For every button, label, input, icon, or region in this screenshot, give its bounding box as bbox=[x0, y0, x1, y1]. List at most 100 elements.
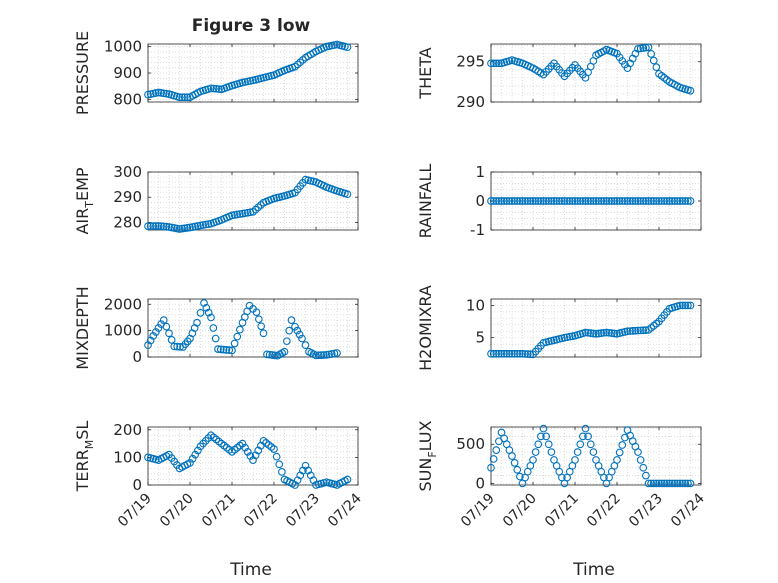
data-point bbox=[257, 201, 265, 209]
data-point bbox=[670, 197, 679, 205]
data-point bbox=[487, 463, 495, 472]
data-point bbox=[665, 479, 674, 488]
y-tick-label: 800 bbox=[113, 90, 142, 108]
data-point bbox=[686, 86, 695, 95]
data-point bbox=[663, 479, 671, 488]
data-point bbox=[228, 346, 236, 355]
y-axis-label-subscript: M bbox=[83, 440, 96, 450]
data-point bbox=[333, 349, 341, 357]
data-point bbox=[157, 89, 165, 97]
data-point bbox=[154, 88, 163, 97]
y-axis-label-part: SUN bbox=[416, 458, 435, 492]
y-tick-label: 0 bbox=[475, 192, 485, 210]
data-point bbox=[636, 44, 645, 53]
y-tick-label: 5 bbox=[475, 329, 485, 347]
grid bbox=[147, 171, 359, 230]
data-point bbox=[686, 301, 695, 310]
data-point bbox=[628, 197, 637, 205]
data-point bbox=[529, 456, 537, 464]
data-point bbox=[626, 327, 634, 335]
data-point bbox=[652, 63, 661, 72]
data-point bbox=[330, 349, 339, 358]
data-point bbox=[623, 327, 632, 336]
subplot-air_temp: 280 290 300 AIRTEMP bbox=[73, 163, 359, 235]
data-point bbox=[162, 222, 171, 231]
data-point bbox=[228, 211, 236, 220]
data-point bbox=[207, 84, 215, 93]
data-point bbox=[610, 329, 619, 338]
data-point bbox=[670, 479, 679, 488]
data-point bbox=[634, 326, 642, 335]
data-point bbox=[584, 328, 592, 337]
data-point bbox=[663, 197, 671, 205]
data-point bbox=[149, 332, 158, 340]
data-point bbox=[644, 197, 653, 205]
data-point bbox=[579, 197, 587, 205]
data-series bbox=[144, 299, 341, 360]
data-point bbox=[513, 465, 522, 474]
data-point bbox=[576, 440, 585, 449]
subplot-h2omixra: 5 10 H2OMIXRA bbox=[416, 285, 702, 371]
data-point bbox=[293, 326, 302, 335]
data-point bbox=[159, 222, 168, 231]
data-point bbox=[547, 197, 556, 205]
data-point bbox=[252, 308, 261, 317]
data-series bbox=[487, 197, 695, 205]
data-point bbox=[183, 224, 192, 232]
data-point bbox=[191, 450, 200, 459]
data-point bbox=[295, 330, 304, 339]
data-point bbox=[636, 456, 645, 464]
y-tick-label: 280 bbox=[113, 213, 142, 231]
data-point bbox=[159, 316, 168, 324]
data-point bbox=[492, 446, 501, 454]
axes-box bbox=[490, 426, 702, 486]
y-tick-label: 290 bbox=[113, 188, 142, 206]
y-tick-label: 1000 bbox=[104, 322, 142, 340]
data-point bbox=[236, 210, 244, 218]
y-tick-label: 0 bbox=[475, 474, 485, 492]
data-point bbox=[343, 190, 352, 199]
data-point bbox=[589, 329, 598, 338]
data-point bbox=[497, 349, 506, 358]
data-point bbox=[215, 85, 223, 93]
subplot-rainfall: -1 0 1 RAINFALL bbox=[416, 163, 702, 239]
data-point bbox=[222, 346, 231, 354]
data-point bbox=[238, 439, 247, 448]
data-point bbox=[343, 475, 352, 484]
data-point bbox=[178, 224, 186, 233]
data-point bbox=[610, 197, 619, 205]
data-point bbox=[636, 326, 645, 335]
data-point bbox=[162, 89, 171, 98]
data-point bbox=[500, 349, 508, 358]
data-point bbox=[188, 454, 197, 463]
data-point bbox=[681, 197, 690, 205]
data-point bbox=[275, 460, 284, 469]
data-point bbox=[211, 334, 220, 343]
data-point bbox=[272, 452, 281, 461]
data-point bbox=[180, 224, 189, 233]
data-point bbox=[516, 349, 524, 358]
data-point bbox=[518, 349, 527, 358]
data-point bbox=[563, 197, 571, 205]
data-point bbox=[523, 350, 532, 358]
data-point bbox=[600, 197, 608, 205]
data-point bbox=[652, 197, 661, 205]
data-point bbox=[487, 59, 495, 68]
x-axis-label-left: Time bbox=[229, 560, 272, 580]
data-point bbox=[508, 452, 516, 460]
data-point bbox=[649, 197, 658, 205]
data-point bbox=[327, 350, 336, 358]
data-point bbox=[243, 448, 252, 456]
data-point bbox=[518, 197, 527, 205]
data-point bbox=[676, 301, 684, 310]
data-point bbox=[263, 350, 271, 359]
data-point bbox=[259, 329, 268, 338]
data-point bbox=[649, 479, 658, 488]
data-point bbox=[592, 197, 600, 205]
data-point bbox=[657, 197, 666, 205]
data-point bbox=[193, 318, 201, 327]
data-point bbox=[660, 479, 669, 488]
data-point bbox=[489, 349, 498, 358]
data-series bbox=[487, 301, 695, 359]
data-point bbox=[186, 459, 194, 467]
